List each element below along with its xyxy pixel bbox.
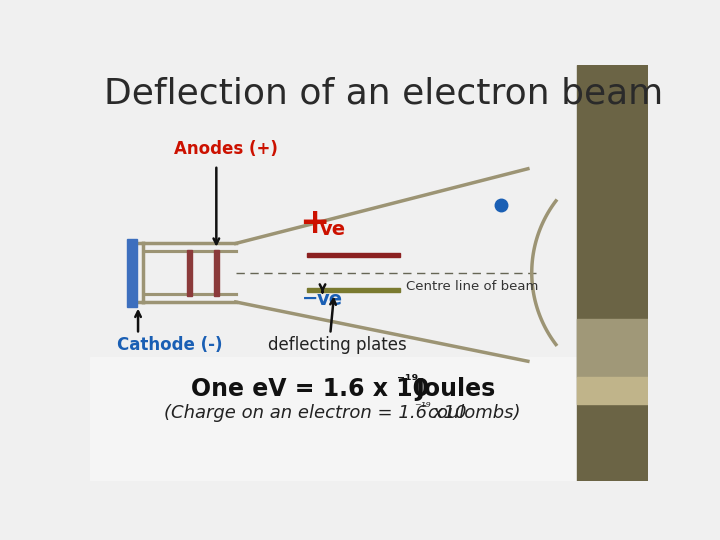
Text: ve: ve [320,220,346,239]
Text: coulombs): coulombs) [427,403,521,422]
Bar [214,249,220,296]
Text: −: − [302,288,318,308]
Text: deflecting plates: deflecting plates [269,336,407,354]
Bar [577,377,648,403]
Text: Deflection of an electron beam: Deflection of an electron beam [104,76,663,110]
Text: ve: ve [317,290,343,309]
Text: ⁻¹⁹: ⁻¹⁹ [414,401,431,414]
Bar [577,319,648,377]
Text: One eV = 1.6 x 10: One eV = 1.6 x 10 [191,377,429,401]
Text: Joules: Joules [415,377,496,401]
Bar [307,288,400,292]
Bar [577,65,648,481]
Text: ⁻¹⁹: ⁻¹⁹ [397,373,418,388]
Bar [307,253,400,257]
Text: Anodes (+): Anodes (+) [174,140,278,158]
Bar [127,239,138,307]
Text: +: + [300,206,330,240]
Bar [187,249,192,296]
Text: Cathode (-): Cathode (-) [117,336,222,354]
Text: (Charge on an electron = 1.6 x10: (Charge on an electron = 1.6 x10 [163,403,466,422]
Bar [90,357,577,481]
Text: Centre line of beam: Centre line of beam [406,280,539,293]
